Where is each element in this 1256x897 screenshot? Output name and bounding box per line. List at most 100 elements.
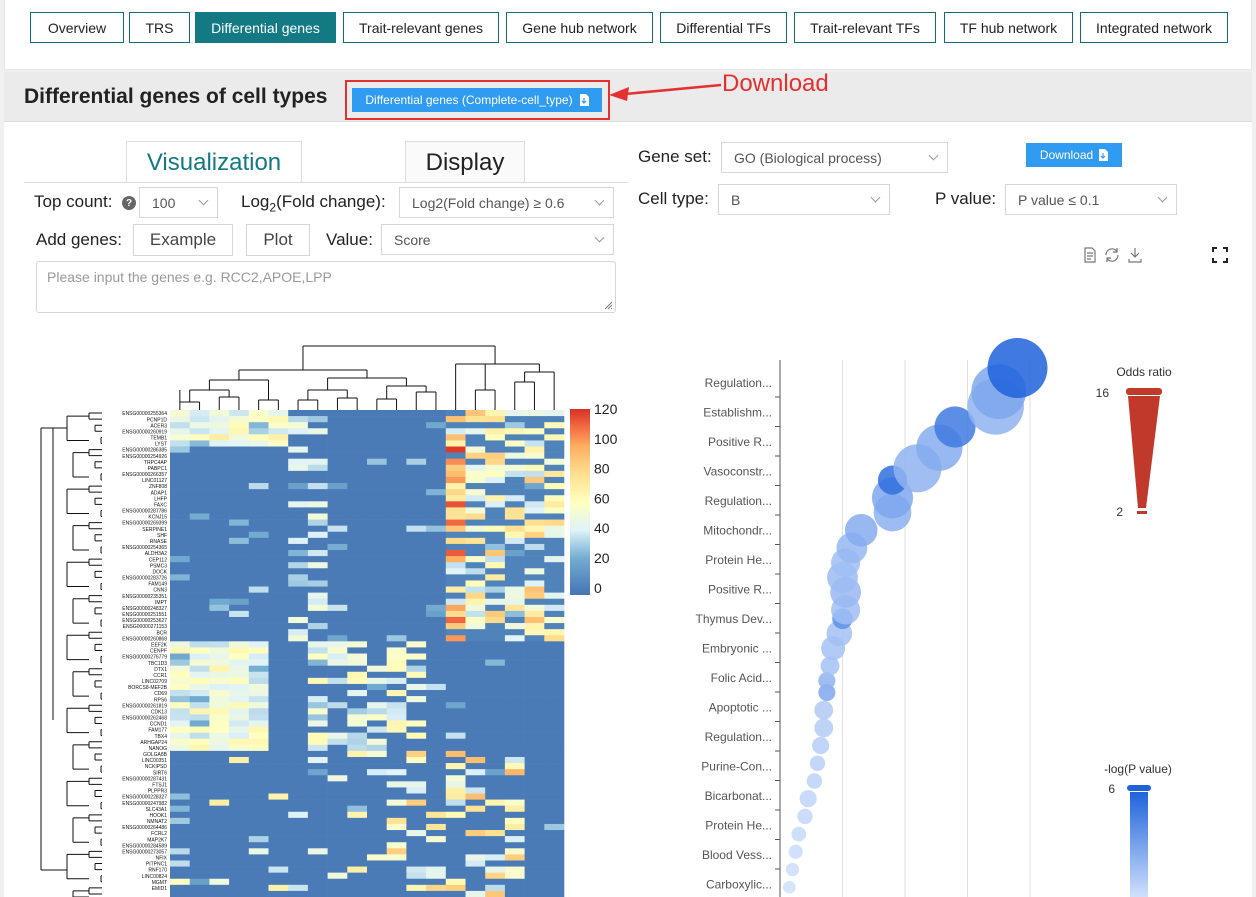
heatmap-cell: [465, 720, 486, 727]
tab-trait-relevant-tfs[interactable]: Trait-relevant TFs: [794, 12, 936, 43]
heatmap-cell: [485, 708, 506, 715]
heatmap-cell: [504, 738, 525, 746]
tab-display[interactable]: Display: [405, 141, 525, 183]
gene-set-select[interactable]: GO (Biological process): [721, 142, 948, 173]
heatmap-cell: [209, 769, 230, 776]
heatmap-cell: [406, 890, 427, 897]
heatmap-cell: [229, 623, 250, 630]
heatmap-cell: [268, 434, 289, 441]
bubble-point[interactable]: [799, 790, 817, 808]
bubble-point[interactable]: [934, 406, 976, 448]
heatmap-cell: [248, 769, 269, 776]
tab-differential-tfs[interactable]: Differential TFs: [660, 12, 787, 43]
top-count-select[interactable]: 100: [139, 187, 218, 218]
tab-tf-hub-network[interactable]: TF hub network: [944, 12, 1073, 43]
heatmap-cell: [307, 483, 328, 490]
tab-integrated-network[interactable]: Integrated network: [1080, 12, 1228, 43]
heatmap-cell: [524, 556, 545, 563]
heatmap-cell: [485, 872, 506, 880]
bubble-point[interactable]: [788, 844, 803, 859]
heatmap-cell: [229, 641, 250, 648]
bubble-point[interactable]: [844, 513, 878, 547]
bubble-point[interactable]: [797, 808, 813, 825]
heatmap-cell: [307, 671, 328, 679]
heatmap-cell: [386, 550, 407, 557]
value-select[interactable]: Score: [381, 224, 614, 255]
color-legend-max-marker: [1127, 785, 1151, 791]
heatmap-cell: [288, 598, 309, 606]
tab-visualization[interactable]: Visualization: [126, 141, 302, 183]
heatmap-cell: [367, 884, 387, 892]
tab-overview[interactable]: Overview: [30, 12, 124, 43]
help-icon[interactable]: ?: [122, 196, 136, 210]
download-button[interactable]: Download: [1026, 143, 1122, 167]
heatmap-cell: [426, 422, 447, 429]
heatmap-cell: [386, 793, 407, 800]
bubble-point[interactable]: [814, 718, 834, 738]
restore-icon[interactable]: [1103, 246, 1121, 264]
heatmap-cell: [445, 720, 466, 727]
heatmap-row-label: TEMB1: [150, 436, 167, 442]
cell-type-select[interactable]: B: [718, 184, 890, 215]
heatmap-cell: [367, 702, 387, 709]
heatmap-cell: [367, 787, 387, 794]
bubble-point[interactable]: [809, 755, 826, 772]
genes-input[interactable]: Please input the genes e.g. RCC2,APOE,LP…: [36, 261, 616, 313]
heatmap-cell: [524, 470, 545, 478]
heatmap-cell: [209, 543, 230, 551]
heatmap-cell: [229, 726, 250, 733]
heatmap-cell: [544, 860, 565, 867]
heatmap-cell: [406, 416, 427, 423]
resize-grip-icon[interactable]: [603, 300, 613, 310]
heatmap-colorbar: [570, 409, 590, 595]
heatmap-cell: [386, 653, 407, 660]
tab-trs[interactable]: TRS: [129, 12, 190, 43]
heatmap-cell: [367, 525, 387, 533]
heatmap-cell: [248, 836, 269, 843]
heatmap-row-label: MGMT: [152, 880, 167, 886]
heatmap-cell: [229, 489, 250, 496]
bubble-point[interactable]: [818, 672, 836, 690]
heatmap-cell: [209, 842, 230, 849]
data-view-icon[interactable]: [1081, 246, 1099, 264]
save-image-icon[interactable]: [1126, 246, 1144, 264]
heatmap-cell: [248, 476, 269, 484]
heatmap-cell: [367, 598, 387, 606]
heatmap-cell: [307, 872, 328, 880]
heatmap-cell: [504, 878, 525, 886]
color-legend-title: -log(P value): [1104, 762, 1172, 776]
bubble-point[interactable]: [812, 737, 830, 755]
tab-trait-relevant-genes[interactable]: Trait-relevant genes: [343, 12, 499, 43]
heatmap-cell: [524, 537, 545, 545]
bubble-point[interactable]: [814, 700, 834, 720]
bubble-point[interactable]: [783, 880, 796, 894]
heatmap-cell: [209, 781, 230, 788]
tab-differential-genes[interactable]: Differential genes: [195, 12, 336, 43]
heatmap-cell: [524, 866, 545, 873]
bubble-point[interactable]: [791, 826, 807, 842]
fullscreen-icon[interactable]: [1211, 246, 1229, 264]
plot-button[interactable]: Plot: [246, 224, 310, 256]
heatmap-cell: [347, 410, 368, 417]
heatmap-cell: [465, 537, 486, 545]
heatmap-cell: [209, 610, 230, 618]
example-button[interactable]: Example: [133, 224, 233, 256]
tab-gene-hub-network[interactable]: Gene hub network: [506, 12, 653, 43]
p-value-select[interactable]: P value ≤ 0.1: [1005, 184, 1177, 215]
bubble-point[interactable]: [785, 862, 800, 877]
heatmap-cell: [327, 866, 348, 873]
heatmap-cell: [386, 452, 407, 459]
heatmap-cell: [445, 714, 466, 721]
bubble-point[interactable]: [987, 338, 1048, 398]
bubble-point[interactable]: [806, 773, 823, 789]
heatmap-cell: [544, 610, 565, 618]
heatmap-cell: [544, 708, 565, 715]
heatmap-cell: [229, 550, 250, 557]
log2-fold-change-select[interactable]: Log2(Fold change) ≥ 0.6: [399, 187, 614, 218]
heatmap-cell: [229, 562, 250, 569]
bubble-point[interactable]: [820, 656, 840, 676]
bubble-point[interactable]: [818, 683, 836, 702]
heatmap-cell: [544, 696, 565, 703]
download-complete-button[interactable]: Differential genes (Complete-cell_type): [352, 88, 602, 112]
